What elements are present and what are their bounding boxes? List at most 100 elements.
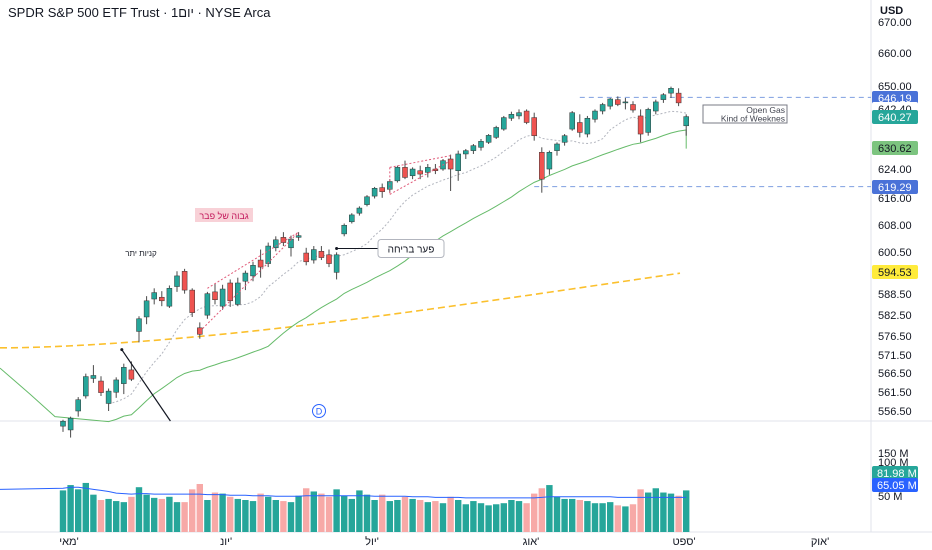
candle-body <box>683 116 689 127</box>
volume-bar <box>394 500 401 532</box>
volume-bar <box>417 500 424 532</box>
candle-body <box>478 141 484 148</box>
candle-body <box>250 265 256 277</box>
trend-line <box>121 349 171 422</box>
price-tick: 608.00 <box>878 220 912 232</box>
candle-body <box>143 300 150 318</box>
volume-bar <box>553 496 561 532</box>
volume-bar <box>591 503 599 532</box>
candle-body <box>265 245 271 264</box>
volume-bar <box>310 491 317 532</box>
candle-body <box>417 170 423 175</box>
volume-bar <box>348 498 355 532</box>
candle-body <box>311 249 317 261</box>
candle-body <box>447 158 454 170</box>
candle-body <box>523 110 530 123</box>
price-label: 619.29 <box>878 182 912 194</box>
price-tick: 600.50 <box>878 247 912 259</box>
volume-bar <box>561 498 568 532</box>
candle-body <box>637 115 644 135</box>
candle-body <box>98 380 104 393</box>
volume-bar <box>477 503 485 532</box>
candle-body <box>227 282 233 302</box>
volume-bar <box>120 502 127 532</box>
price-label-bg <box>872 110 918 124</box>
volume-bar <box>508 500 515 532</box>
candle-body <box>151 292 157 300</box>
candle-body <box>159 296 165 302</box>
candle-body <box>425 167 431 173</box>
pink-label-bg <box>195 208 253 222</box>
time-tick: יונ' <box>220 536 232 548</box>
volume-bar <box>629 504 637 532</box>
candle-body <box>592 110 598 120</box>
price-label-bg <box>872 180 918 194</box>
volume-bar <box>151 497 158 532</box>
candle-body <box>166 288 173 307</box>
candle-body <box>326 254 332 264</box>
candle-body <box>501 117 507 130</box>
volume-bar <box>500 503 507 532</box>
overbought-label: קניות יתר <box>125 249 157 258</box>
volume-bar <box>584 501 591 532</box>
callout-box <box>377 238 445 258</box>
volume-bar <box>166 496 173 532</box>
candle-body <box>181 271 188 291</box>
volume-ma-line <box>0 486 687 499</box>
pattern-line-lower-2 <box>389 160 451 195</box>
volume-bar <box>462 504 469 532</box>
candle-body <box>630 104 636 111</box>
candle-body <box>577 122 583 133</box>
volume-bar <box>105 498 112 532</box>
candle-body <box>379 187 385 192</box>
candle-body <box>90 375 97 379</box>
volume-bar <box>189 489 196 532</box>
volume-bar <box>401 496 409 532</box>
volume-bar <box>546 485 553 532</box>
volume-bar <box>272 500 279 532</box>
candle-body <box>189 289 195 313</box>
volume-bar <box>249 501 257 532</box>
price-label-bg <box>872 91 918 105</box>
candle-body <box>136 318 142 332</box>
volume-bar <box>219 493 226 532</box>
candle-body <box>333 254 340 273</box>
volume-label-bg <box>872 466 918 480</box>
candle-body <box>516 112 522 117</box>
volume-bar <box>439 503 447 532</box>
volume-bar <box>447 496 454 532</box>
candle-body <box>83 376 89 397</box>
candle-body <box>531 117 537 136</box>
note-box <box>702 104 788 124</box>
candle-body <box>402 167 408 178</box>
volume-bar <box>455 500 462 532</box>
volume-bar <box>470 501 477 532</box>
price-tick: 670.00 <box>878 17 912 29</box>
candle-body <box>75 399 81 412</box>
volume-bar <box>424 502 431 532</box>
volume-bar <box>295 495 302 532</box>
price-tick: 582.50 <box>878 310 912 322</box>
candle-body <box>318 251 325 258</box>
volume-bar <box>128 496 135 532</box>
volume-bar <box>158 498 165 532</box>
volume-bar <box>135 487 143 532</box>
volume-tick: 50 M <box>878 491 902 503</box>
note-line-1: Open Gas <box>746 105 785 115</box>
pattern-line-upper-1 <box>207 231 299 289</box>
candle-body <box>622 101 629 104</box>
time-tick: ספט' <box>672 536 695 548</box>
time-tick: אוק' <box>811 536 829 548</box>
volume-label-bg <box>872 478 918 492</box>
candle-body <box>599 104 606 112</box>
trend-line-anchor <box>120 348 124 352</box>
candle-body <box>569 112 575 130</box>
candle-body <box>561 135 568 143</box>
candle-body <box>493 127 499 138</box>
volume-bar <box>242 500 249 532</box>
candle-body <box>121 367 127 384</box>
candle-body <box>257 259 264 268</box>
candle-body <box>105 390 112 404</box>
price-tick: 588.50 <box>878 289 912 301</box>
